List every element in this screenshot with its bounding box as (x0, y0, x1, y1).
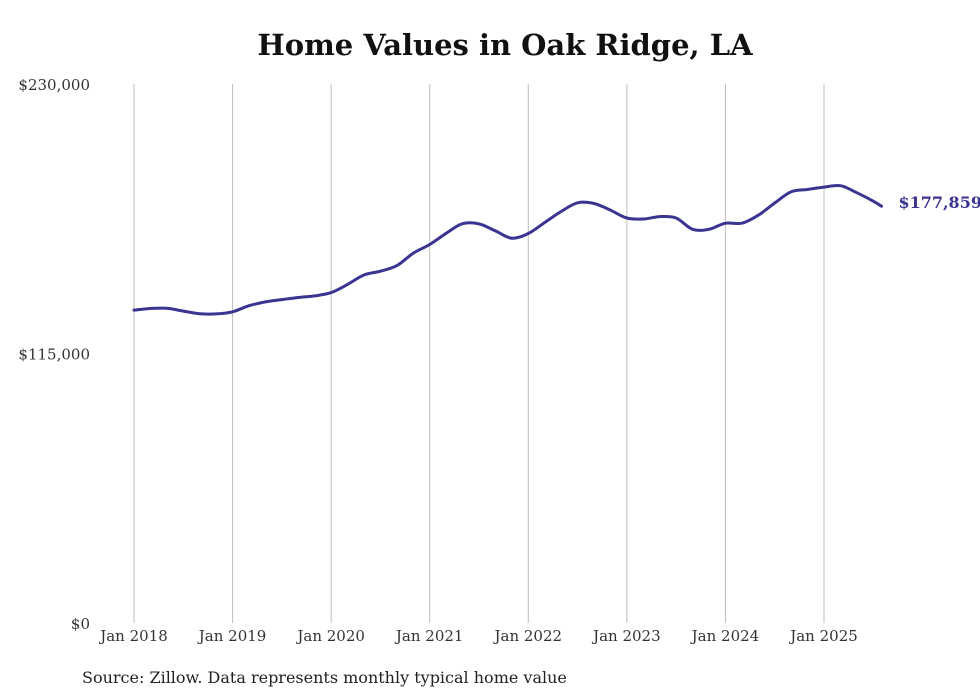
x-tick-label: Jan 2019 (197, 627, 267, 645)
x-tick-label: Jan 2024 (690, 627, 760, 645)
chart-title: Home Values in Oak Ridge, LA (257, 28, 753, 62)
x-axis-ticks: Jan 2018 Jan 2019 Jan 2020 Jan 2021 Jan 2022… (98, 627, 858, 645)
y-tick-label: $0 (71, 615, 90, 633)
x-tick-label: Jan 2025 (788, 627, 858, 645)
x-tick-label: Jan 2020 (295, 627, 365, 645)
x-tick-label: Jan 2022 (493, 627, 563, 645)
source-note: Source: Zillow. Data represents monthly … (82, 668, 567, 687)
x-tick-label: Jan 2021 (394, 627, 464, 645)
y-tick-label: $230,000 (18, 76, 90, 94)
y-axis-ticks: $0 $115,000 $230,000 (18, 76, 90, 633)
x-tick-label: Jan 2023 (591, 627, 661, 645)
y-tick-label: $115,000 (18, 346, 90, 364)
series-layer (132, 183, 883, 316)
x-tick-label: Jan 2018 (98, 627, 168, 645)
series-line-0 (132, 183, 883, 316)
end-value-label: $177,859 (898, 193, 980, 212)
gridlines (133, 84, 825, 623)
annotations: $177,859 (898, 193, 980, 212)
